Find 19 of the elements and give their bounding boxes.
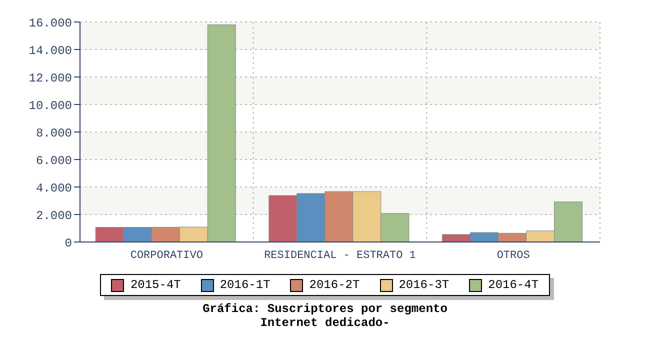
x-tick-label: OTROS [496, 250, 530, 262]
y-tick-label: 0 [64, 236, 72, 250]
legend-label: 2016-2T [308, 278, 360, 292]
y-tick-label: 2.000 [36, 208, 72, 223]
y-tick-label: 10.000 [28, 98, 72, 113]
y-tick-label: 16.000 [28, 16, 72, 30]
legend-label: 2016-1T [218, 278, 270, 292]
y-tick-label: 8.000 [36, 126, 72, 140]
y-tick-label: 4.000 [36, 181, 72, 196]
text: Gráfica: Suscriptores por segmento [202, 302, 448, 316]
x-tick-label: CORPORATIVO [130, 250, 204, 262]
y-tick-label: 12.000 [28, 71, 72, 86]
text: Internet dedicado- [259, 316, 391, 330]
x-tick-label: RESIDENCIAL - ESTRATO 1 [264, 250, 416, 262]
legend-label: 2015-4T [129, 278, 181, 292]
legend-label: 2016-3T [398, 278, 450, 292]
y-tick-label: 6.000 [36, 154, 72, 168]
legend-label: 2016-4T [487, 278, 539, 292]
y-tick-label: 14.000 [28, 44, 72, 58]
